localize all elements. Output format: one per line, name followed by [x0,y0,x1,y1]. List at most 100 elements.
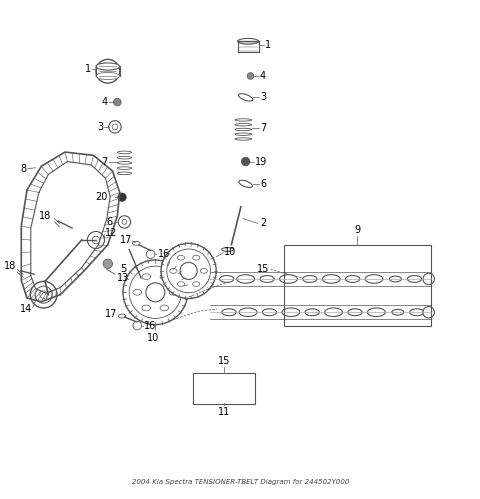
Text: 3: 3 [260,92,266,102]
Ellipse shape [368,308,385,316]
Text: 12: 12 [106,228,118,238]
Circle shape [133,321,142,330]
Text: 2: 2 [260,219,266,229]
Ellipse shape [303,275,317,282]
Ellipse shape [222,248,234,251]
Circle shape [123,260,188,325]
Text: 6: 6 [260,179,266,189]
Circle shape [30,281,57,308]
Text: 18: 18 [38,211,51,221]
Text: 19: 19 [255,157,267,167]
Ellipse shape [160,274,168,279]
Circle shape [423,273,434,284]
Text: 5: 5 [120,263,127,273]
Text: 10: 10 [224,247,237,257]
Text: 10: 10 [147,333,159,343]
Circle shape [103,259,113,268]
Ellipse shape [235,128,252,131]
Text: 7: 7 [102,157,108,167]
Ellipse shape [239,180,252,188]
Circle shape [167,249,211,293]
Ellipse shape [305,309,319,316]
Text: 4: 4 [260,71,266,81]
Ellipse shape [235,124,252,126]
Text: 4: 4 [102,97,108,107]
Ellipse shape [117,172,132,175]
Ellipse shape [118,314,126,318]
Circle shape [40,291,48,298]
Ellipse shape [142,305,151,311]
Ellipse shape [117,156,132,159]
Text: 2004 Kia Spectra TENSIONER-TBELT Diagram for 244502Y000: 2004 Kia Spectra TENSIONER-TBELT Diagram… [132,479,349,485]
Ellipse shape [178,282,185,286]
Ellipse shape [239,94,253,101]
Circle shape [96,59,120,83]
Text: 11: 11 [218,407,230,417]
Ellipse shape [160,305,168,311]
Circle shape [247,73,254,79]
Ellipse shape [235,133,252,135]
Ellipse shape [392,309,404,315]
Circle shape [129,266,181,318]
Ellipse shape [237,274,254,283]
Circle shape [241,157,250,166]
Circle shape [139,279,150,291]
Text: 16: 16 [158,250,170,259]
Circle shape [109,121,121,133]
Ellipse shape [132,242,140,245]
Ellipse shape [239,308,257,316]
Ellipse shape [409,309,424,316]
Bar [193,373,255,404]
Text: 7: 7 [260,123,266,133]
Ellipse shape [200,268,207,273]
Text: 20: 20 [96,192,108,202]
Text: 6: 6 [107,217,113,227]
Circle shape [113,98,121,106]
Circle shape [87,232,105,249]
Circle shape [35,286,52,303]
Circle shape [146,283,165,302]
Ellipse shape [133,289,142,295]
Ellipse shape [117,167,132,169]
Ellipse shape [96,72,120,79]
Ellipse shape [222,309,236,316]
Text: 17: 17 [105,309,117,319]
Circle shape [180,262,197,279]
Ellipse shape [408,275,421,282]
Circle shape [146,250,155,258]
Circle shape [92,236,100,244]
Ellipse shape [178,255,185,260]
Ellipse shape [192,282,200,286]
Circle shape [112,124,118,130]
Ellipse shape [282,308,300,316]
Ellipse shape [96,63,120,70]
Circle shape [118,216,131,228]
Ellipse shape [279,274,298,283]
Text: 15: 15 [218,356,230,366]
Bar [284,245,431,325]
Text: 14: 14 [20,304,32,314]
Ellipse shape [192,255,200,260]
Ellipse shape [348,309,362,316]
Text: 9: 9 [354,225,360,235]
Ellipse shape [260,275,274,282]
Text: 1: 1 [264,40,271,50]
Ellipse shape [389,276,401,282]
Circle shape [423,306,434,318]
Text: 8: 8 [21,164,27,174]
Ellipse shape [324,308,343,316]
Circle shape [118,193,126,202]
Ellipse shape [169,289,178,295]
Text: 16: 16 [144,320,156,330]
Ellipse shape [235,138,252,140]
Circle shape [161,244,216,298]
Text: 3: 3 [97,122,103,132]
Ellipse shape [346,275,360,282]
Ellipse shape [323,274,340,283]
Ellipse shape [365,274,383,283]
Ellipse shape [238,38,259,44]
Text: 17: 17 [120,235,132,245]
Ellipse shape [117,162,132,164]
Text: 18: 18 [4,261,16,271]
Ellipse shape [142,274,151,279]
